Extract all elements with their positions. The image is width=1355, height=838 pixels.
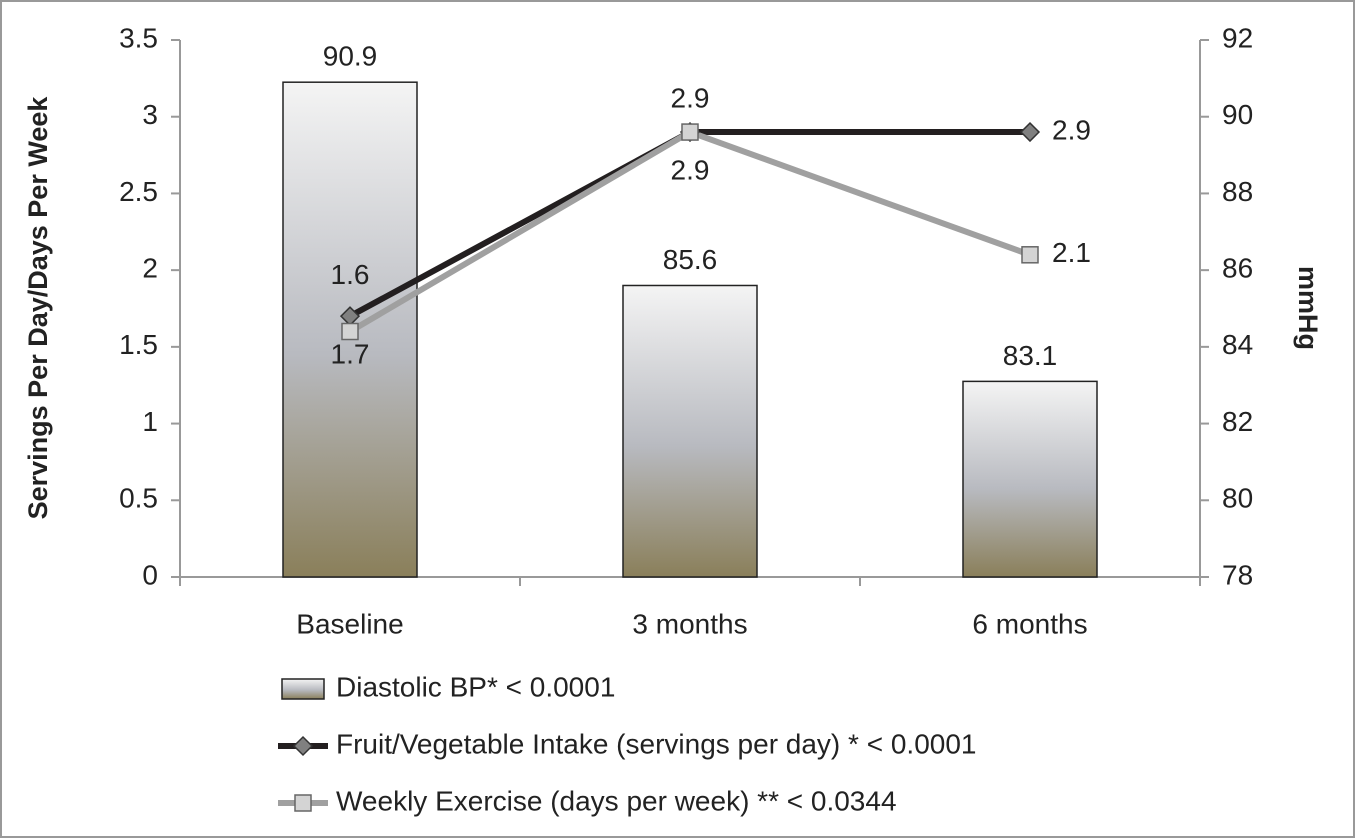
- data-label: 83.1: [1003, 340, 1058, 371]
- y2-axis-title: mmHg: [1293, 266, 1323, 350]
- data-label: 2.9: [671, 154, 710, 185]
- y2-tick-label: 92: [1222, 22, 1253, 53]
- data-label: 2.1: [1052, 237, 1091, 268]
- y2-tick-label: 86: [1222, 253, 1253, 284]
- y2-tick-label: 88: [1222, 176, 1253, 207]
- point-marker: [292, 735, 314, 757]
- y2-tick-label: 90: [1222, 99, 1253, 130]
- legend-label: Fruit/Vegetable Intake (servings per day…: [336, 728, 977, 759]
- data-label: 1.7: [331, 339, 370, 370]
- y-tick-label: 3: [142, 99, 158, 130]
- data-label: 1.6: [331, 259, 370, 290]
- y-tick-label: 2: [142, 253, 158, 284]
- y-axis-title: Servings Per Day/Days Per Week: [23, 96, 53, 520]
- point-marker: [1021, 246, 1039, 264]
- y-tick-label: 0.5: [119, 483, 158, 514]
- y2-tick-label: 80: [1222, 483, 1253, 514]
- bar: [962, 380, 1098, 578]
- y-tick-label: 0: [142, 559, 158, 590]
- legend-swatch: [281, 678, 325, 700]
- y-tick-label: 1.5: [119, 329, 158, 360]
- data-label: 85.6: [663, 244, 718, 275]
- y2-tick-label: 78: [1222, 559, 1253, 590]
- x-tick-label: Baseline: [296, 608, 403, 639]
- point-marker: [294, 794, 312, 812]
- x-tick-label: 3 months: [632, 608, 747, 639]
- y-tick-label: 3.5: [119, 22, 158, 53]
- data-label: 2.9: [1052, 114, 1091, 145]
- data-label: 2.9: [671, 82, 710, 113]
- x-tick-label: 6 months: [972, 608, 1087, 639]
- legend-label: Weekly Exercise (days per week) ** < 0.0…: [336, 785, 897, 816]
- bar: [622, 284, 758, 578]
- y2-tick-label: 82: [1222, 406, 1253, 437]
- y-tick-label: 2.5: [119, 176, 158, 207]
- data-label: 90.9: [323, 41, 378, 72]
- point-marker: [341, 322, 359, 341]
- y2-tick-label: 84: [1222, 329, 1253, 360]
- point-marker: [681, 123, 699, 141]
- point-marker: [1019, 121, 1041, 143]
- y-tick-label: 1: [142, 406, 158, 437]
- legend-label: Diastolic BP* < 0.0001: [336, 671, 615, 702]
